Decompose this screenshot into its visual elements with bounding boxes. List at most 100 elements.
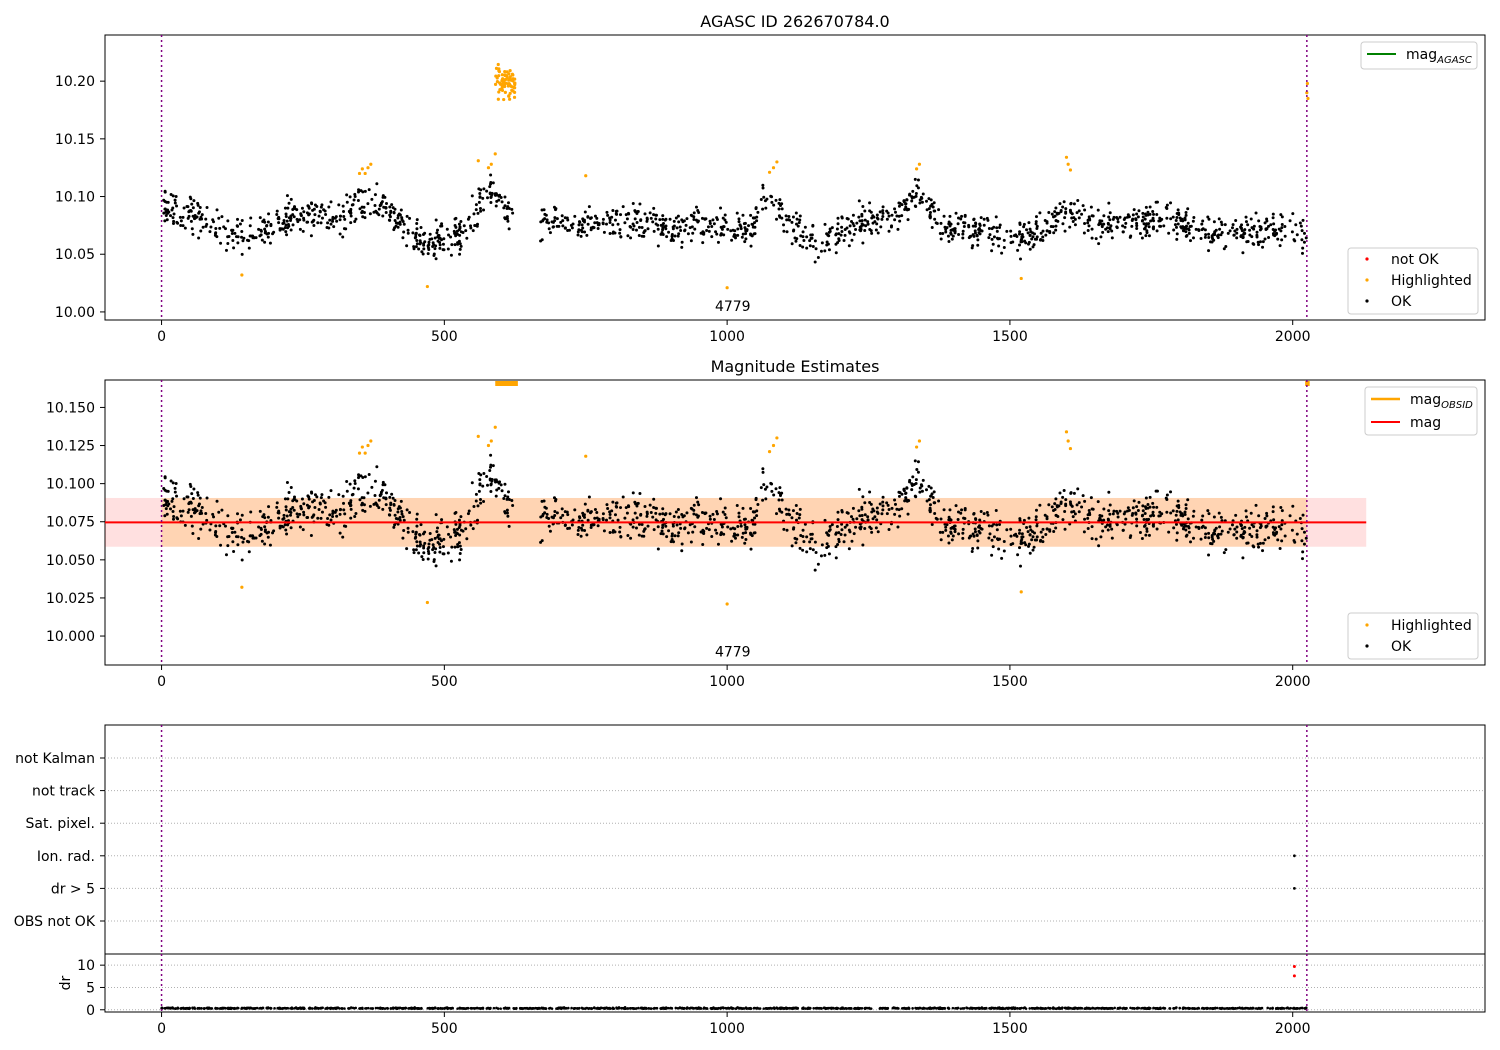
ok-point [996,237,1000,241]
ok-point [576,532,580,536]
ok-point [1252,224,1256,228]
ok-point [381,195,385,199]
ok-point [278,227,282,231]
ok-point [1199,537,1203,541]
ok-point [1115,216,1119,220]
ok-point [589,216,593,220]
ok-point [696,500,700,504]
ok-point [576,233,580,237]
dr-point [1044,1006,1047,1010]
ok-point [313,203,317,207]
dr-point [577,1006,581,1010]
ok-point [287,201,291,205]
ok-point [220,508,224,512]
ok-point [1272,222,1276,226]
ok-point [302,502,306,506]
ok-point [621,495,625,499]
ok-point [785,218,789,222]
ok-point [1254,503,1258,507]
ok-point [247,239,251,243]
ok-point [579,526,583,530]
ok-point [678,225,682,229]
ok-point [259,233,263,237]
ok-point [990,538,994,542]
ok-point [908,192,912,196]
highlighted-point [489,162,493,166]
ok-point [241,239,245,243]
ok-point [661,217,665,221]
ok-point [1274,532,1278,536]
ok-point [881,214,885,218]
ok-point [1035,235,1039,239]
y-tick-label: 10.150 [46,400,95,416]
dr-point [354,1006,358,1010]
ok-point [1053,508,1057,512]
ok-point [175,204,179,208]
not-ok-legend-marker [1365,257,1369,261]
ok-point [388,513,392,517]
ok-point [886,211,890,215]
ok-point [269,518,273,522]
ok-point [196,201,200,205]
agasc-panel-title: AGASC ID 262670784.0 [700,12,889,31]
ok-point [876,530,880,534]
dr-point [475,1006,479,1010]
ok-point [426,547,430,551]
magnitude-estimates-points [105,380,1367,665]
ok-point [1110,536,1114,540]
ok-point [459,548,463,552]
ok-point [1300,251,1304,255]
ok-point [1054,513,1058,517]
ok-point [726,525,730,529]
ok-point [1034,222,1038,226]
ok-point [913,177,917,181]
ok-point [489,463,493,467]
ok-point [1089,205,1093,209]
ok-point [232,246,236,250]
ok-point [720,525,724,529]
ok-point [1041,527,1045,531]
dr-point [343,1007,346,1010]
ok-point [1295,532,1299,536]
ok-point [453,530,457,534]
dr-point [973,1007,977,1010]
ok-point [384,503,388,507]
dr-point [283,1006,286,1010]
ok-point [929,486,933,490]
agasc-point-legend: not OK Highlighted OK [1347,247,1479,315]
ok-point [593,221,597,225]
dr-point [612,1007,615,1010]
ok-point [1072,202,1076,206]
ok-point [366,202,370,206]
ok-point [1018,230,1022,234]
flag-label: dr > 5 [51,881,95,897]
ok-point [1099,235,1103,239]
ok-point [1230,523,1234,527]
ok-point [489,195,493,199]
dr-point [582,1007,585,1010]
highlighted-point [425,284,429,289]
dr-point [245,1006,248,1010]
ok-point [1145,231,1149,235]
ok-point [187,502,191,506]
ok-point [563,226,567,230]
ok-point [360,501,364,505]
dr-point [472,1006,476,1010]
ok-point [1263,538,1267,542]
ok-point [240,535,244,539]
ok-point [755,514,759,518]
ok-point [1255,230,1259,234]
ok-point [875,518,879,522]
ok-point [1031,245,1035,249]
x-tick-label: 2000 [1275,1021,1311,1037]
ok-point [686,531,690,535]
ok-point [388,213,392,217]
ok-point [707,229,711,233]
dr-point [177,1007,180,1010]
ok-point [235,224,239,228]
ok-point [204,217,208,221]
dr-point [825,1006,828,1010]
ok-point [1158,219,1162,223]
ok-point [1180,217,1184,221]
highlighted-point [497,90,501,94]
